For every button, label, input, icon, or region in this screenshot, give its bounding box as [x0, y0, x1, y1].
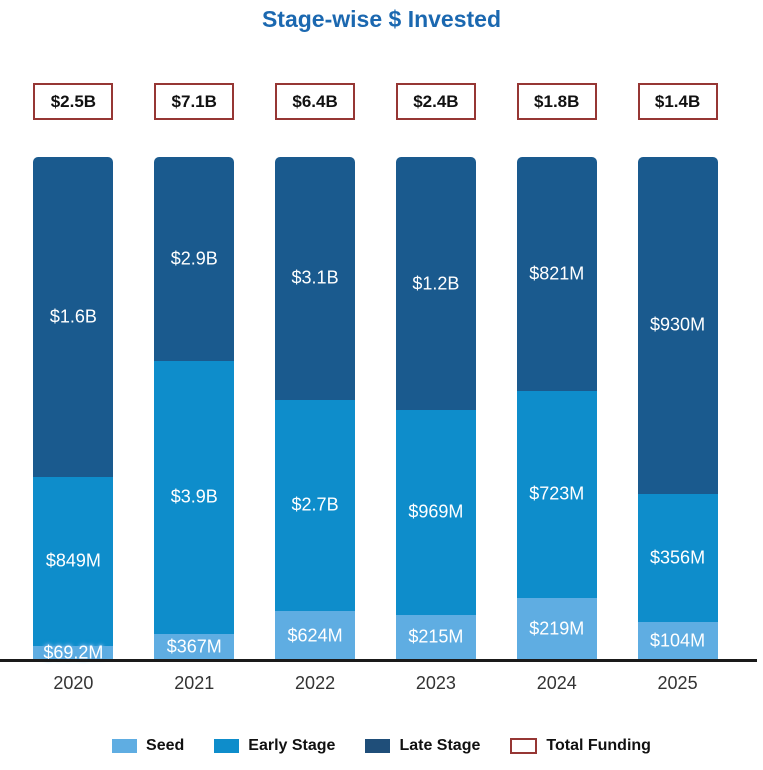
- bar-segment-seed[interactable]: $104M: [637, 622, 718, 660]
- bar-segment-value: $356M: [650, 547, 706, 568]
- total-funding-box: $6.4B: [275, 83, 356, 120]
- legend-label-late-stage: Late Stage: [399, 737, 481, 754]
- bar-segment-early-stage[interactable]: $3.9B: [154, 360, 235, 635]
- early-stage-swatch-icon: [214, 739, 240, 753]
- bar-segment-early-stage[interactable]: $849M: [33, 476, 114, 647]
- total-funding-label: $7.1B: [171, 91, 217, 111]
- total-funding-label: $1.8B: [534, 91, 580, 111]
- bar-segment-seed[interactable]: $215M: [395, 614, 476, 660]
- bar-segment-early-stage[interactable]: $969M: [395, 410, 476, 615]
- bar-segment-value: $219M: [529, 618, 585, 639]
- bar-segment-seed[interactable]: $367M: [154, 634, 235, 660]
- bar-segment-value: $3.1B: [291, 267, 339, 288]
- stacked-bar[interactable]: $2.9B $3.9B $367M: [154, 157, 235, 660]
- year-column: $2.4B $1.2B $969M $215M 2023: [375, 83, 496, 694]
- bar-segment-late-stage[interactable]: $821M: [516, 157, 597, 392]
- bar-segment-value: $69.2M: [43, 642, 104, 663]
- stacked-bar[interactable]: $821M $723M $219M: [516, 157, 597, 660]
- bar-segment-late-stage[interactable]: $930M: [637, 157, 718, 494]
- year-column: $1.8B $821M $723M $219M 2024: [496, 83, 617, 694]
- legend-item-early-stage[interactable]: Early Stage: [214, 737, 335, 755]
- bar-segment-value: $1.6B: [49, 306, 97, 327]
- year-label: 2023: [415, 673, 456, 693]
- stacked-bar[interactable]: $3.1B $2.7B $624M: [275, 157, 356, 660]
- total-funding-box: $7.1B: [154, 83, 235, 120]
- bar-segment-seed[interactable]: $69.2M: [33, 643, 114, 663]
- legend-label-total-funding: Total Funding: [546, 737, 651, 754]
- year-label: 2022: [295, 673, 336, 693]
- total-funding-label: $1.4B: [654, 91, 701, 111]
- year-label: 2024: [536, 673, 577, 693]
- year-label: 2020: [53, 673, 94, 693]
- chart-title: Stage-wise $ Invested: [261, 6, 502, 32]
- legend: Seed Early Stage Late Stage Total Fundin…: [0, 737, 763, 755]
- total-funding-label: $6.4B: [292, 91, 338, 111]
- bar-segment-value: $624M: [287, 625, 343, 646]
- bar-segment-value: $2.7B: [291, 494, 339, 515]
- total-funding-box: $1.4B: [637, 83, 718, 120]
- year-column: $2.5B $1.6B $849M $69.2M 2020: [13, 83, 134, 694]
- stacked-bar[interactable]: $930M $356M $104M: [637, 157, 718, 660]
- bar-segment-value: $2.9B: [170, 248, 218, 269]
- total-funding-swatch-icon: [510, 738, 538, 754]
- bar-segment-value: $3.9B: [170, 486, 218, 507]
- year-label: 2025: [657, 673, 698, 693]
- bar-segment-value: $969M: [408, 501, 464, 522]
- legend-item-late-stage[interactable]: Late Stage: [365, 737, 480, 755]
- legend-item-seed[interactable]: Seed: [112, 737, 184, 755]
- bar-segment-late-stage[interactable]: $1.6B: [33, 157, 114, 477]
- x-axis-line: [0, 659, 757, 662]
- bar-segment-value: $723M: [529, 483, 585, 504]
- bar-segment-value: $821M: [529, 263, 585, 284]
- bar-segment-value: $849M: [45, 550, 101, 571]
- legend-label-early-stage: Early Stage: [248, 737, 336, 754]
- total-funding-box: $2.5B: [33, 83, 114, 120]
- bar-segment-early-stage[interactable]: $2.7B: [275, 399, 356, 612]
- total-funding-box: $1.8B: [516, 83, 597, 120]
- chart-columns: $2.5B $1.6B $849M $69.2M 2020 $7.1B $2.9B $…: [13, 83, 738, 694]
- bar-segment-seed[interactable]: $219M: [516, 597, 597, 660]
- year-column: $1.4B $930M $356M $104M 2025: [617, 83, 738, 694]
- legend-label-seed: Seed: [146, 737, 185, 754]
- bar-segment-late-stage[interactable]: $2.9B: [154, 157, 235, 361]
- year-column: $7.1B $2.9B $3.9B $367M 2021: [134, 83, 255, 694]
- bar-segment-early-stage[interactable]: $723M: [516, 391, 597, 598]
- bar-segment-late-stage[interactable]: $1.2B: [395, 157, 476, 411]
- stacked-bar[interactable]: $1.2B $969M $215M: [395, 157, 476, 660]
- bar-segment-value: $104M: [650, 630, 706, 651]
- total-funding-label: $2.4B: [413, 91, 459, 111]
- stacked-bar[interactable]: $1.6B $849M $69.2M: [33, 157, 114, 663]
- bar-segment-value: $1.2B: [412, 273, 460, 294]
- late-stage-swatch-icon: [365, 739, 391, 753]
- bar-segment-seed[interactable]: $624M: [275, 611, 356, 660]
- bar-segment-early-stage[interactable]: $356M: [637, 493, 718, 623]
- total-funding-box: $2.4B: [395, 83, 476, 120]
- bar-segment-value: $367M: [166, 636, 222, 657]
- seed-swatch-icon: [112, 739, 138, 753]
- year-label: 2021: [174, 673, 215, 693]
- bar-segment-late-stage[interactable]: $3.1B: [275, 157, 356, 400]
- bar-segment-value: $930M: [650, 314, 706, 335]
- total-funding-label: $2.5B: [50, 91, 97, 111]
- bar-segment-value: $215M: [408, 626, 464, 647]
- year-column: $6.4B $3.1B $2.7B $624M 2022: [255, 83, 376, 694]
- legend-item-total-funding[interactable]: Total Funding: [510, 737, 651, 755]
